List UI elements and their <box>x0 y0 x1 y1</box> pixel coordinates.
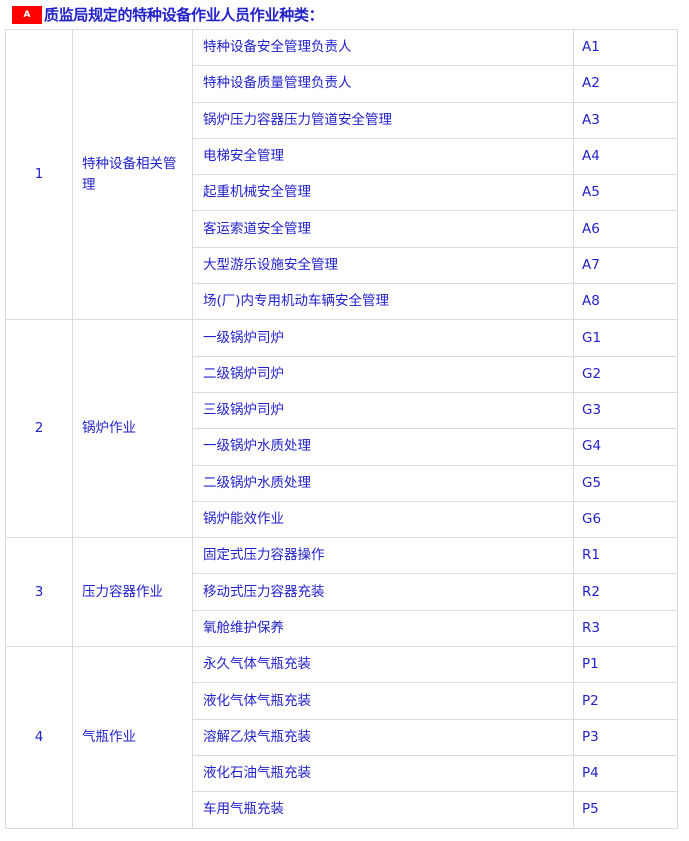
table-row: 起重机械安全管理 A5 <box>6 174 678 212</box>
table-row: 电梯安全管理 A4 <box>6 138 678 176</box>
occupation-name-cell: 起重机械安全管理 <box>192 174 574 212</box>
table-row: 二级锅炉水质处理 G5 <box>6 465 678 502</box>
occupation-name-cell: 场(厂)内专用机动车辆安全管理 <box>192 283 574 321</box>
group-index-cell: 3 <box>5 537 73 648</box>
occupation-name-cell: 一级锅炉水质处理 <box>192 428 574 466</box>
page-title: 质监局规定的特种设备作业人员作业种类： <box>44 6 324 24</box>
occupation-name-cell: 锅炉压力容器压力管道安全管理 <box>192 102 574 139</box>
occupation-code-cell: P3 <box>573 719 678 756</box>
table-body: 1 特种设备相关管理 特种设备安全管理负责人 A1 特种设备质量管理负责人 A2 锅炉压力容… <box>5 29 678 829</box>
occupation-code-cell: P4 <box>573 755 678 793</box>
occupation-code-cell: A7 <box>573 247 678 285</box>
group-category-cell: 气瓶作业 <box>72 646 193 829</box>
table-row: 1 特种设备相关管理 特种设备安全管理负责人 A1 <box>5 29 678 321</box>
occupation-name-cell: 锅炉能效作业 <box>192 501 574 539</box>
table-row: 车用气瓶充装 P5 <box>6 791 678 829</box>
occupation-name-cell: 特种设备安全管理负责人 <box>192 29 574 67</box>
occupation-code-cell: A1 <box>573 29 678 67</box>
occupation-name-cell: 客运索道安全管理 <box>192 210 574 248</box>
occupation-code-cell: P5 <box>573 791 678 829</box>
table-row: 大型游乐设施安全管理 A7 <box>6 247 678 285</box>
occupation-name-cell: 溶解乙炔气瓶充装 <box>192 719 574 756</box>
table-row: 锅炉压力容器压力管道安全管理 A3 <box>6 102 678 139</box>
table-row: 三级锅炉司炉 G3 <box>6 392 678 430</box>
occupation-code-cell: G1 <box>573 319 678 357</box>
occupation-name-cell: 液化气体气瓶充装 <box>192 682 574 720</box>
occupation-code-cell: A3 <box>573 102 678 139</box>
table-row: 3 压力容器作业 固定式压力容器操作 R1 <box>5 537 678 648</box>
group-category-cell: 特种设备相关管理 <box>72 29 193 321</box>
occupation-code-cell: R3 <box>573 610 678 648</box>
occupation-categories-table: 1 特种设备相关管理 特种设备安全管理负责人 A1 特种设备质量管理负责人 A2 锅炉压力容… <box>5 29 678 829</box>
occupation-code-cell: A8 <box>573 283 678 321</box>
table-row: 4 气瓶作业 永久气体气瓶充装 P1 <box>5 646 678 829</box>
table-row: 锅炉能效作业 G6 <box>6 501 678 539</box>
occupation-code-cell: P2 <box>573 682 678 720</box>
occupation-code-cell: G4 <box>573 428 678 466</box>
table-row: 一级锅炉水质处理 G4 <box>6 428 678 466</box>
occupation-code-cell: G2 <box>573 356 678 393</box>
occupation-name-cell: 一级锅炉司炉 <box>192 319 574 357</box>
occupation-name-cell: 氧舱维护保养 <box>192 610 574 648</box>
table-row: 场(厂)内专用机动车辆安全管理 A8 <box>6 283 678 321</box>
occupation-name-cell: 车用气瓶充装 <box>192 791 574 829</box>
occupation-name-cell: 永久气体气瓶充装 <box>192 646 574 684</box>
table-row: 溶解乙炔气瓶充装 P3 <box>6 719 678 756</box>
group-category-cell: 锅炉作业 <box>72 319 193 539</box>
table-row: 二级锅炉司炉 G2 <box>6 356 678 393</box>
group-category-cell: 压力容器作业 <box>72 537 193 648</box>
occupation-code-cell: G6 <box>573 501 678 539</box>
section-badge-a: A <box>12 5 42 24</box>
occupation-name-cell: 三级锅炉司炉 <box>192 392 574 430</box>
occupation-name-cell: 二级锅炉司炉 <box>192 356 574 393</box>
occupation-name-cell: 液化石油气瓶充装 <box>192 755 574 793</box>
table-row: 2 锅炉作业 一级锅炉司炉 G1 <box>5 319 678 539</box>
table-container: 1 特种设备相关管理 特种设备安全管理负责人 A1 特种设备质量管理负责人 A2 锅炉压力容… <box>0 29 689 829</box>
occupation-code-cell: R1 <box>573 537 678 575</box>
occupation-code-cell: A5 <box>573 174 678 212</box>
page-header: A 质监局规定的特种设备作业人员作业种类： <box>0 0 689 29</box>
table-row: 液化气体气瓶充装 P2 <box>6 682 678 720</box>
occupation-code-cell: A2 <box>573 65 678 103</box>
table-row: 液化石油气瓶充装 P4 <box>6 755 678 793</box>
occupation-name-cell: 二级锅炉水质处理 <box>192 465 574 502</box>
occupation-code-cell: G5 <box>573 465 678 502</box>
occupation-code-cell: A6 <box>573 210 678 248</box>
occupation-name-cell: 大型游乐设施安全管理 <box>192 247 574 285</box>
occupation-code-cell: R2 <box>573 573 678 611</box>
group-index-cell: 1 <box>5 29 73 321</box>
occupation-name-cell: 电梯安全管理 <box>192 138 574 176</box>
group-index-cell: 2 <box>5 319 73 539</box>
table-row: 客运索道安全管理 A6 <box>6 210 678 248</box>
table-row: 移动式压力容器充装 R2 <box>6 573 678 611</box>
occupation-name-cell: 特种设备质量管理负责人 <box>192 65 574 103</box>
occupation-code-cell: G3 <box>573 392 678 430</box>
table-row: 特种设备质量管理负责人 A2 <box>6 65 678 103</box>
occupation-name-cell: 固定式压力容器操作 <box>192 537 574 575</box>
group-index-cell: 4 <box>5 646 73 829</box>
occupation-name-cell: 移动式压力容器充装 <box>192 573 574 611</box>
occupation-code-cell: A4 <box>573 138 678 176</box>
table-row: 氧舱维护保养 R3 <box>6 610 678 648</box>
occupation-code-cell: P1 <box>573 646 678 684</box>
